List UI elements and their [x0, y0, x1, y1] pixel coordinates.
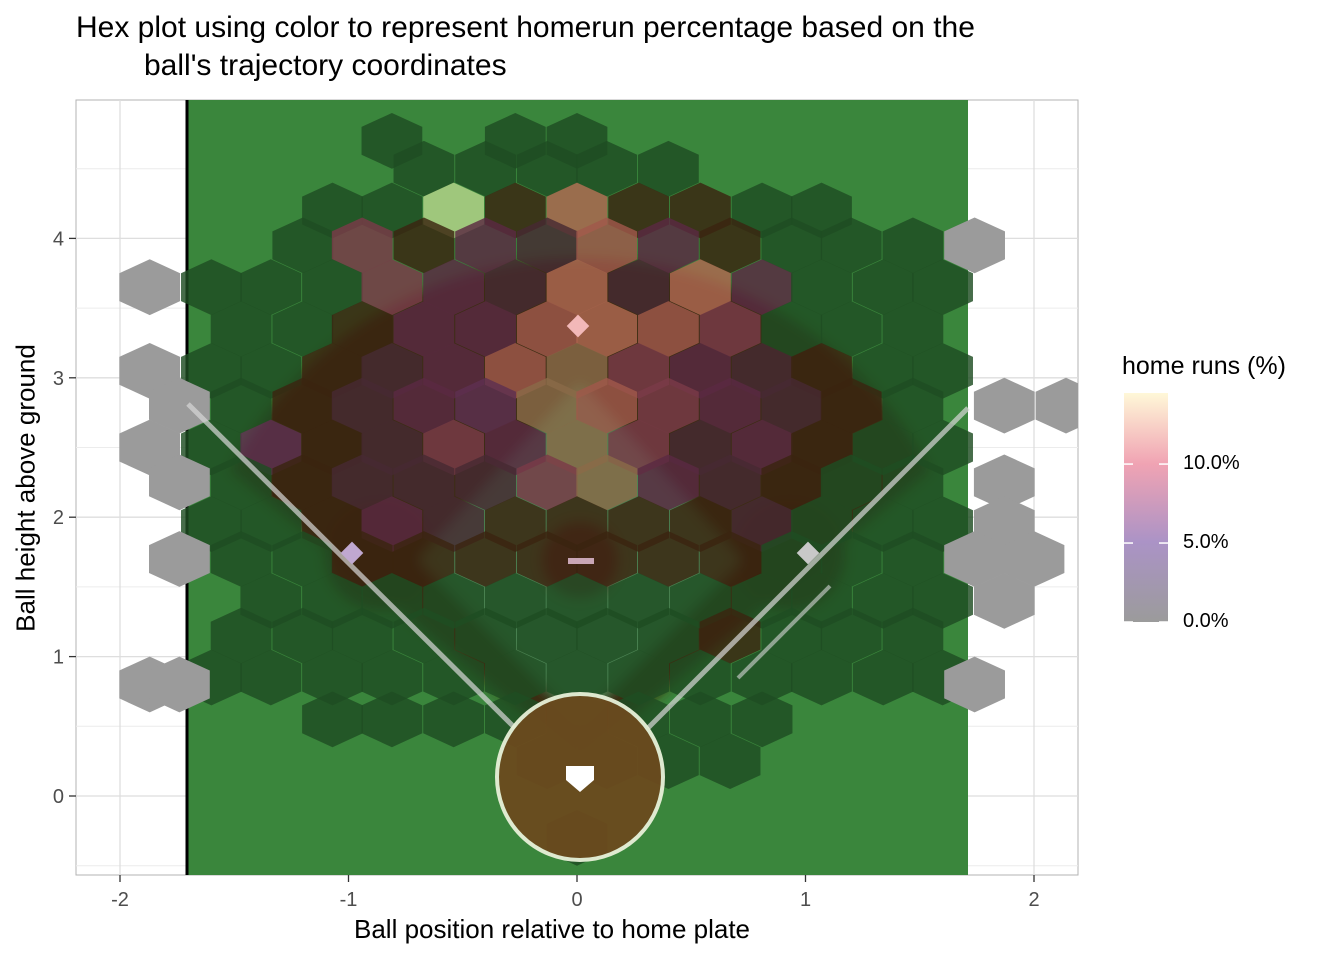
x-tick-label: 0: [571, 889, 582, 911]
y-tick-label: 4: [53, 228, 64, 250]
x-axis: -2 -1 0 1 2: [111, 875, 1039, 911]
legend-title: home runs (%): [1122, 352, 1286, 381]
plot-panel: [76, 100, 1096, 875]
x-tick-label: -1: [340, 889, 358, 911]
pitchers-rubber: [568, 558, 594, 564]
y-tick-label: 2: [53, 507, 64, 529]
legend-colorbar: [1124, 393, 1168, 622]
legend-tick-label: 5.0%: [1183, 531, 1229, 554]
legend: [1124, 393, 1168, 622]
legend-tick-label: 0.0%: [1183, 610, 1229, 633]
x-tick-label: 1: [800, 889, 811, 911]
y-tick-label: 0: [53, 786, 64, 808]
x-tick-label: 2: [1028, 889, 1039, 911]
y-tick-label: 3: [53, 368, 64, 390]
x-tick-label: -2: [111, 889, 129, 911]
y-tick-label: 1: [53, 647, 64, 669]
legend-tick-label: 10.0%: [1183, 452, 1240, 475]
y-axis-label: Ball height above ground: [11, 344, 42, 632]
y-axis: 0 1 2 3 4: [53, 228, 76, 808]
x-axis-label: Ball position relative to home plate: [354, 914, 750, 945]
